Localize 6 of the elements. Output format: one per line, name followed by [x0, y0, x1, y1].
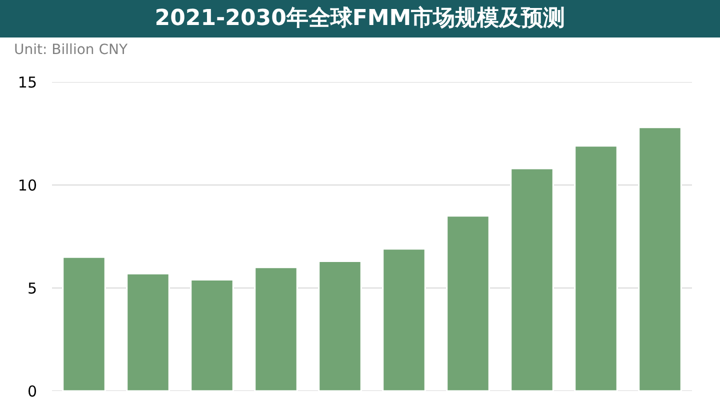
y-tick-label: 0: [27, 382, 37, 400]
y-axis-title: Unit: Billion CNY: [14, 42, 128, 58]
y-tick-label: 10: [18, 176, 37, 194]
chart-title: 2021-2030年全球FMM市场规模及预测: [154, 5, 566, 31]
y-tick-label: 5: [27, 279, 37, 298]
y-tick-label: 15: [18, 73, 37, 92]
